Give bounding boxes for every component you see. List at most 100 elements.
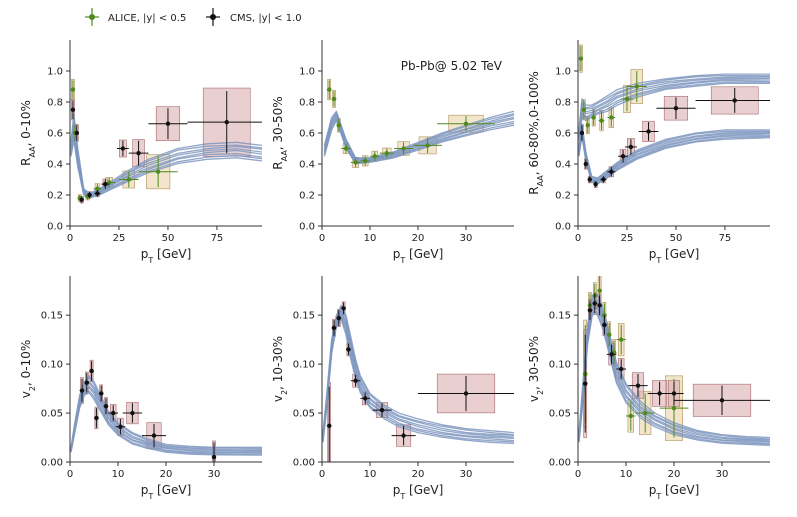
cms-marker-2 bbox=[79, 197, 84, 202]
cms-points bbox=[579, 88, 770, 188]
cms-marker-7 bbox=[136, 150, 141, 156]
cms-point-10 bbox=[674, 385, 770, 416]
x-tick-label-0: 0 bbox=[67, 469, 73, 480]
cms-marker-9 bbox=[671, 391, 677, 396]
model-curve-0 bbox=[323, 119, 514, 165]
cms-point-7 bbox=[372, 403, 392, 417]
alice-point-1 bbox=[331, 91, 337, 107]
cms-marker-0 bbox=[579, 130, 585, 136]
cms-marker-6 bbox=[111, 410, 116, 416]
cms-point-5 bbox=[607, 167, 616, 177]
alice-marker-9 bbox=[643, 410, 648, 416]
cms-marker-3 bbox=[341, 306, 346, 311]
cms-point-0 bbox=[70, 100, 76, 120]
alice-point-0 bbox=[578, 46, 584, 71]
y-tick-label-2: 0.10 bbox=[293, 360, 315, 371]
model-curve-2 bbox=[578, 79, 770, 138]
cms-marker-8 bbox=[165, 121, 171, 126]
alice-marker-8 bbox=[628, 413, 633, 419]
y-tick-label-0: 0.00 bbox=[41, 458, 63, 469]
y-axis-label: RAA, 0-10% bbox=[19, 100, 37, 166]
plot-area bbox=[70, 359, 262, 462]
alice-points bbox=[578, 46, 647, 133]
plot-area bbox=[322, 301, 514, 462]
cms-point-1 bbox=[74, 125, 80, 141]
alice-marker-9 bbox=[425, 143, 430, 148]
x-axis-label: pT [GeV] bbox=[393, 247, 444, 265]
model-band-model-0-100 bbox=[578, 123, 770, 185]
cms-point-2 bbox=[592, 293, 598, 314]
x-tick-label-2: 20 bbox=[668, 469, 681, 480]
cms-point-4 bbox=[98, 385, 104, 402]
cms-point-5 bbox=[350, 374, 361, 387]
alice-marker-10 bbox=[463, 121, 469, 126]
cms-marker-9 bbox=[463, 391, 469, 396]
y-axis-label: v2, 30-50% bbox=[527, 336, 545, 402]
alice-point-4 bbox=[598, 111, 605, 130]
alice-point-7 bbox=[379, 148, 394, 158]
cms-marker-8 bbox=[646, 129, 651, 134]
alice-marker-2 bbox=[336, 123, 341, 128]
alice-marker-4 bbox=[599, 118, 604, 123]
cms-point-0 bbox=[579, 125, 585, 141]
alice-point-2 bbox=[336, 119, 342, 132]
model-curve-4 bbox=[323, 114, 514, 162]
cms-marker-5 bbox=[353, 378, 358, 383]
cms-point-3 bbox=[341, 302, 346, 315]
cms-point-8 bbox=[647, 381, 672, 406]
cms-marker-0 bbox=[79, 388, 85, 393]
cms-point-0 bbox=[582, 334, 588, 433]
x-tick-label-1: 25 bbox=[621, 233, 634, 244]
systematic-boxes bbox=[80, 359, 216, 462]
model-curve-2 bbox=[323, 117, 514, 163]
alice-marker-7 bbox=[384, 150, 389, 156]
cms-marker-3 bbox=[87, 192, 92, 198]
alice-point-0 bbox=[70, 80, 76, 99]
cms-point-3 bbox=[597, 295, 602, 316]
model-curve-7 bbox=[578, 73, 770, 130]
x-tick-label-1: 25 bbox=[113, 233, 126, 244]
cms-point-8 bbox=[638, 122, 659, 141]
cms-marker-2 bbox=[587, 177, 592, 182]
alice-point-3 bbox=[591, 109, 596, 126]
alice-point-10 bbox=[437, 115, 495, 132]
y-tick-label-5: 1.0 bbox=[299, 67, 315, 78]
cms-marker-0 bbox=[70, 107, 76, 112]
alice-point-9 bbox=[635, 393, 655, 433]
y-tick-label-1: 0.2 bbox=[47, 191, 63, 202]
cms-point-6 bbox=[108, 405, 118, 421]
legend-cms-label: CMS, |y| < 1.0 bbox=[230, 13, 302, 24]
y-tick-label-1: 0.05 bbox=[293, 409, 315, 420]
x-tick-label-3: 30 bbox=[460, 233, 473, 244]
x-tick-label-3: 30 bbox=[460, 469, 473, 480]
x-tick-label-3: 30 bbox=[716, 469, 729, 480]
cms-point-9 bbox=[142, 423, 166, 448]
systematic-boxes bbox=[71, 79, 251, 204]
model-band-model-60-80 bbox=[578, 73, 770, 141]
cms-point-6 bbox=[117, 140, 129, 157]
systematic-boxes bbox=[583, 276, 752, 441]
x-tick-label-3: 75 bbox=[211, 233, 224, 244]
cms-marker-5 bbox=[103, 181, 108, 187]
cms-marker-3 bbox=[593, 181, 598, 187]
alice-point-1 bbox=[581, 100, 587, 120]
cms-point-6 bbox=[618, 150, 628, 163]
y-axis-label: v2, 0-10% bbox=[19, 340, 37, 398]
cms-marker-2 bbox=[89, 368, 94, 374]
x-axis-label: pT [GeV] bbox=[649, 247, 700, 265]
cms-point-7 bbox=[628, 373, 648, 398]
legend: ALICE, |y| < 0.5 CMS, |y| < 1.0 bbox=[85, 8, 302, 26]
alice-point-5 bbox=[607, 108, 616, 127]
x-tick-label-0: 0 bbox=[575, 469, 581, 480]
x-tick-label-2: 20 bbox=[160, 469, 173, 480]
cms-points bbox=[70, 91, 262, 203]
y-axis-label: RAA, 30-50% bbox=[271, 96, 289, 169]
y-tick-label-2: 0.4 bbox=[47, 160, 63, 171]
cms-marker-7 bbox=[635, 383, 641, 388]
systematic-boxes bbox=[579, 44, 759, 188]
cms-point-3 bbox=[94, 408, 99, 428]
model-curve-3 bbox=[578, 78, 770, 137]
cms-point-5 bbox=[103, 398, 109, 415]
x-tick-label-1: 10 bbox=[364, 233, 377, 244]
plot-area bbox=[70, 79, 262, 204]
